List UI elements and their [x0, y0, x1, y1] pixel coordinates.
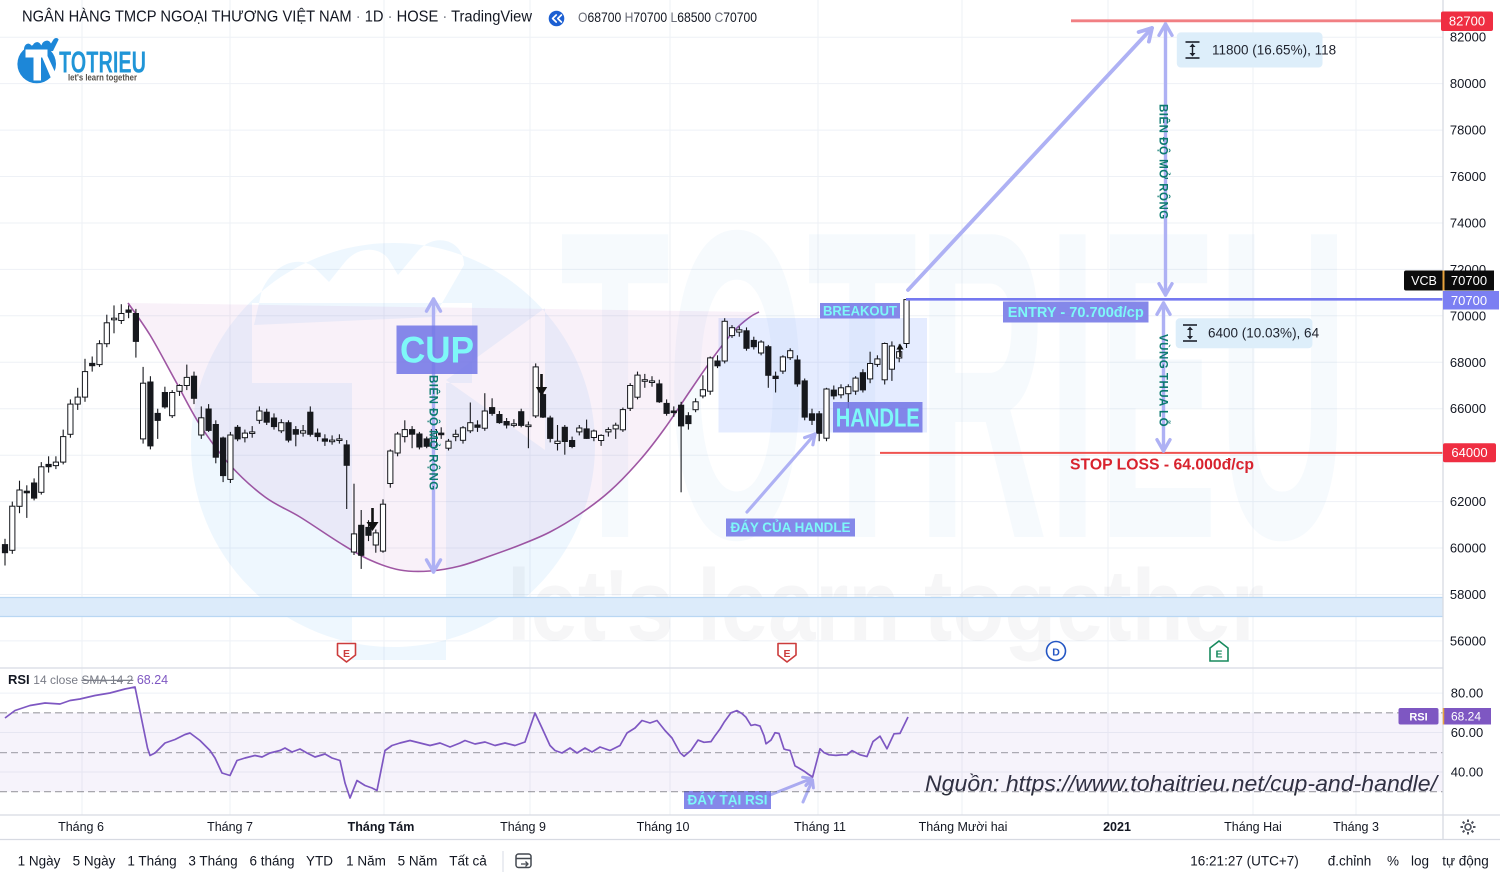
svg-text:Tất cả: Tất cả	[449, 854, 487, 869]
svg-text:40.00: 40.00	[1451, 765, 1484, 780]
svg-text:1 Tháng: 1 Tháng	[127, 854, 176, 869]
svg-text:74000: 74000	[1450, 216, 1486, 231]
svg-text:16:21:27 (UTC+7): 16:21:27 (UTC+7)	[1190, 854, 1298, 869]
svg-text:TOTRIEU: TOTRIEU	[560, 140, 1348, 631]
svg-text:Tháng 9: Tháng 9	[500, 820, 546, 834]
svg-text:80.00: 80.00	[1451, 686, 1484, 701]
svg-text:76000: 76000	[1450, 169, 1486, 184]
svg-text:1 Ngày: 1 Ngày	[18, 854, 61, 869]
svg-text:Tháng 3: Tháng 3	[1333, 820, 1379, 834]
svg-text:60.00: 60.00	[1451, 725, 1484, 740]
svg-text:68000: 68000	[1450, 355, 1486, 370]
svg-text:82700: 82700	[1449, 14, 1485, 29]
svg-text:RSI 14 close SMA 14 2 68.24: RSI 14 close SMA 14 2 68.24	[8, 672, 168, 687]
svg-text:78000: 78000	[1450, 123, 1486, 138]
svg-text:80000: 80000	[1450, 76, 1486, 91]
svg-text:BIÊN ĐỘ MỞ RỘNG: BIÊN ĐỘ MỞ RỘNG	[1157, 104, 1170, 220]
svg-text:6400 (10.03%), 64: 6400 (10.03%), 64	[1208, 326, 1320, 341]
svg-text:66000: 66000	[1450, 401, 1486, 416]
svg-text:Tháng 11: Tháng 11	[794, 820, 846, 834]
svg-text:Tháng 6: Tháng 6	[58, 820, 104, 834]
svg-text:VCB: VCB	[1411, 274, 1437, 288]
svg-text:VÙNG THUA LỖ: VÙNG THUA LỖ	[1157, 334, 1170, 427]
svg-text:tự động: tự động	[1442, 854, 1489, 869]
svg-text:Tháng 7: Tháng 7	[207, 820, 253, 834]
svg-text:let's learn together: let's learn together	[68, 73, 137, 84]
svg-text:3 Tháng: 3 Tháng	[188, 854, 237, 869]
svg-text:64000: 64000	[1451, 445, 1487, 460]
svg-text:NGÂN HÀNG TMCP NGOẠI THƯƠNG VI: NGÂN HÀNG TMCP NGOẠI THƯƠNG VIỆT NAM · 1…	[22, 9, 533, 26]
svg-text:58000: 58000	[1450, 587, 1486, 602]
svg-text:RSI: RSI	[1409, 711, 1427, 723]
svg-text:70000: 70000	[1450, 308, 1486, 323]
svg-text:5 Năm: 5 Năm	[398, 854, 438, 869]
svg-text:O68700 H70700 L68500 C70700: O68700 H70700 L68500 C70700	[578, 9, 757, 25]
svg-text:YTD: YTD	[306, 854, 333, 869]
svg-text:BREAKOUT: BREAKOUT	[823, 303, 898, 318]
svg-text:11800 (16.65%), 118: 11800 (16.65%), 118	[1212, 43, 1336, 58]
svg-text:Tháng Tám: Tháng Tám	[348, 820, 415, 834]
svg-text:82000: 82000	[1450, 30, 1486, 45]
svg-text:E: E	[1215, 649, 1222, 661]
svg-text:62000: 62000	[1450, 494, 1486, 509]
svg-text:2021: 2021	[1103, 820, 1131, 834]
svg-text:%: %	[1387, 854, 1399, 869]
svg-text:BIÊN ĐỘ MỞ RỘNG: BIÊN ĐỘ MỞ RỘNG	[427, 375, 440, 491]
svg-text:STOP LOSS - 64.000đ/cp: STOP LOSS - 64.000đ/cp	[1070, 457, 1254, 474]
svg-text:Tháng Hai: Tháng Hai	[1224, 820, 1282, 834]
svg-text:68.24: 68.24	[1451, 709, 1481, 723]
svg-text:6 tháng: 6 tháng	[249, 854, 294, 869]
svg-text:60000: 60000	[1450, 541, 1486, 556]
svg-text:Tháng Mười hai: Tháng Mười hai	[919, 820, 1008, 834]
svg-text:E: E	[343, 648, 350, 660]
svg-text:đ.chỉnh: đ.chỉnh	[1328, 854, 1372, 869]
svg-text:HANDLE: HANDLE	[836, 402, 920, 432]
svg-text:Tháng 10: Tháng 10	[637, 820, 690, 834]
svg-text:log: log	[1411, 854, 1429, 869]
svg-text:70700: 70700	[1451, 273, 1487, 288]
svg-text:56000: 56000	[1450, 633, 1486, 648]
svg-text:5 Ngày: 5 Ngày	[73, 854, 116, 869]
svg-text:1 Năm: 1 Năm	[346, 854, 386, 869]
svg-text:70700: 70700	[1451, 293, 1487, 308]
svg-text:TOTRIEU: TOTRIEU	[59, 45, 146, 80]
svg-text:ENTRY - 70.700đ/cp: ENTRY - 70.700đ/cp	[1008, 305, 1144, 321]
svg-text:D: D	[1052, 647, 1060, 659]
svg-text:ĐÁY CỦA HANDLE: ĐÁY CỦA HANDLE	[731, 520, 851, 535]
svg-text:E: E	[783, 648, 790, 660]
svg-text:CUP: CUP	[400, 330, 474, 371]
svg-text:ĐÁY TẠI RSI: ĐÁY TẠI RSI	[688, 793, 768, 808]
